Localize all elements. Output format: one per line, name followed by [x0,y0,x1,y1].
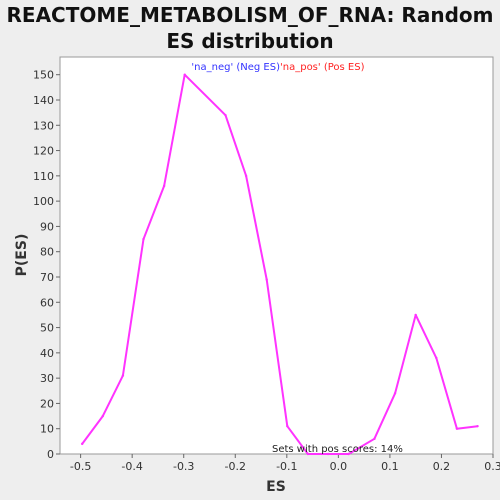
y-tick-label: 10 [40,423,54,436]
data-point [286,424,289,428]
plot-area [59,56,494,455]
data-point [435,356,438,360]
x-tick-label: 0.1 [381,460,399,473]
legend-pos-label: 'na_pos' (Pos ES) [280,62,365,73]
y-tick-label: 90 [40,220,54,233]
y-tick-label: 80 [40,246,54,259]
x-axis-label: ES [266,479,286,495]
x-tick-label: -0.1 [276,460,297,473]
data-point [393,392,397,395]
y-tick-label: 150 [33,69,54,82]
data-point [347,452,350,456]
x-tick-label: -0.5 [70,460,91,473]
y-tick-label: 50 [40,322,54,335]
y-tick-label: 30 [40,372,54,385]
y-tick-label: 130 [33,119,54,132]
y-tick-label: 60 [40,296,54,309]
data-point [414,313,417,317]
data-point [455,427,459,430]
data-point [244,174,248,178]
y-tick-label: 110 [33,170,54,183]
data-point [162,184,166,188]
y-axis-ticks: 0 10 20 30 40 50 60 70 80 90 100 110 120 130 140 150 [33,69,60,461]
y-tick-label: 0 [47,448,54,461]
data-point [224,113,227,117]
data-point [121,374,125,377]
y-tick-label: 20 [40,397,54,410]
y-tick-label: 40 [40,347,54,360]
data-point [142,237,145,241]
data-point [183,73,186,76]
chart-title: REACTOME_METABOLISM_OF_RNA: Random ES di… [6,3,494,53]
data-point [326,452,330,456]
y-tick-label: 70 [40,271,54,284]
data-point [101,414,104,418]
x-tick-label: 0.2 [433,460,451,473]
x-tick-label: -0.4 [121,460,142,473]
x-tick-label: -0.2 [225,460,246,473]
pos-scores-annotation: Sets with pos scores: 14% [272,444,403,455]
y-axis-label: P(ES) [14,234,30,277]
data-point [476,424,479,428]
data-point [80,442,84,446]
x-tick-label: -0.3 [173,460,194,473]
y-tick-label: 100 [33,195,54,208]
x-axis-ticks: -0.5 -0.4 -0.3 -0.2 -0.1 0.0 0.1 0.2 0.3 [70,454,500,473]
y-tick-label: 120 [33,145,54,158]
y-tick-label: 140 [33,94,54,107]
x-tick-label: 0.0 [330,460,348,473]
series-layer [80,73,479,456]
legend-neg-label: 'na_neg' (Neg ES) [191,62,280,73]
data-point [373,437,376,441]
x-tick-label: 0.3 [484,460,500,473]
data-point [306,452,310,456]
data-point [265,278,268,281]
